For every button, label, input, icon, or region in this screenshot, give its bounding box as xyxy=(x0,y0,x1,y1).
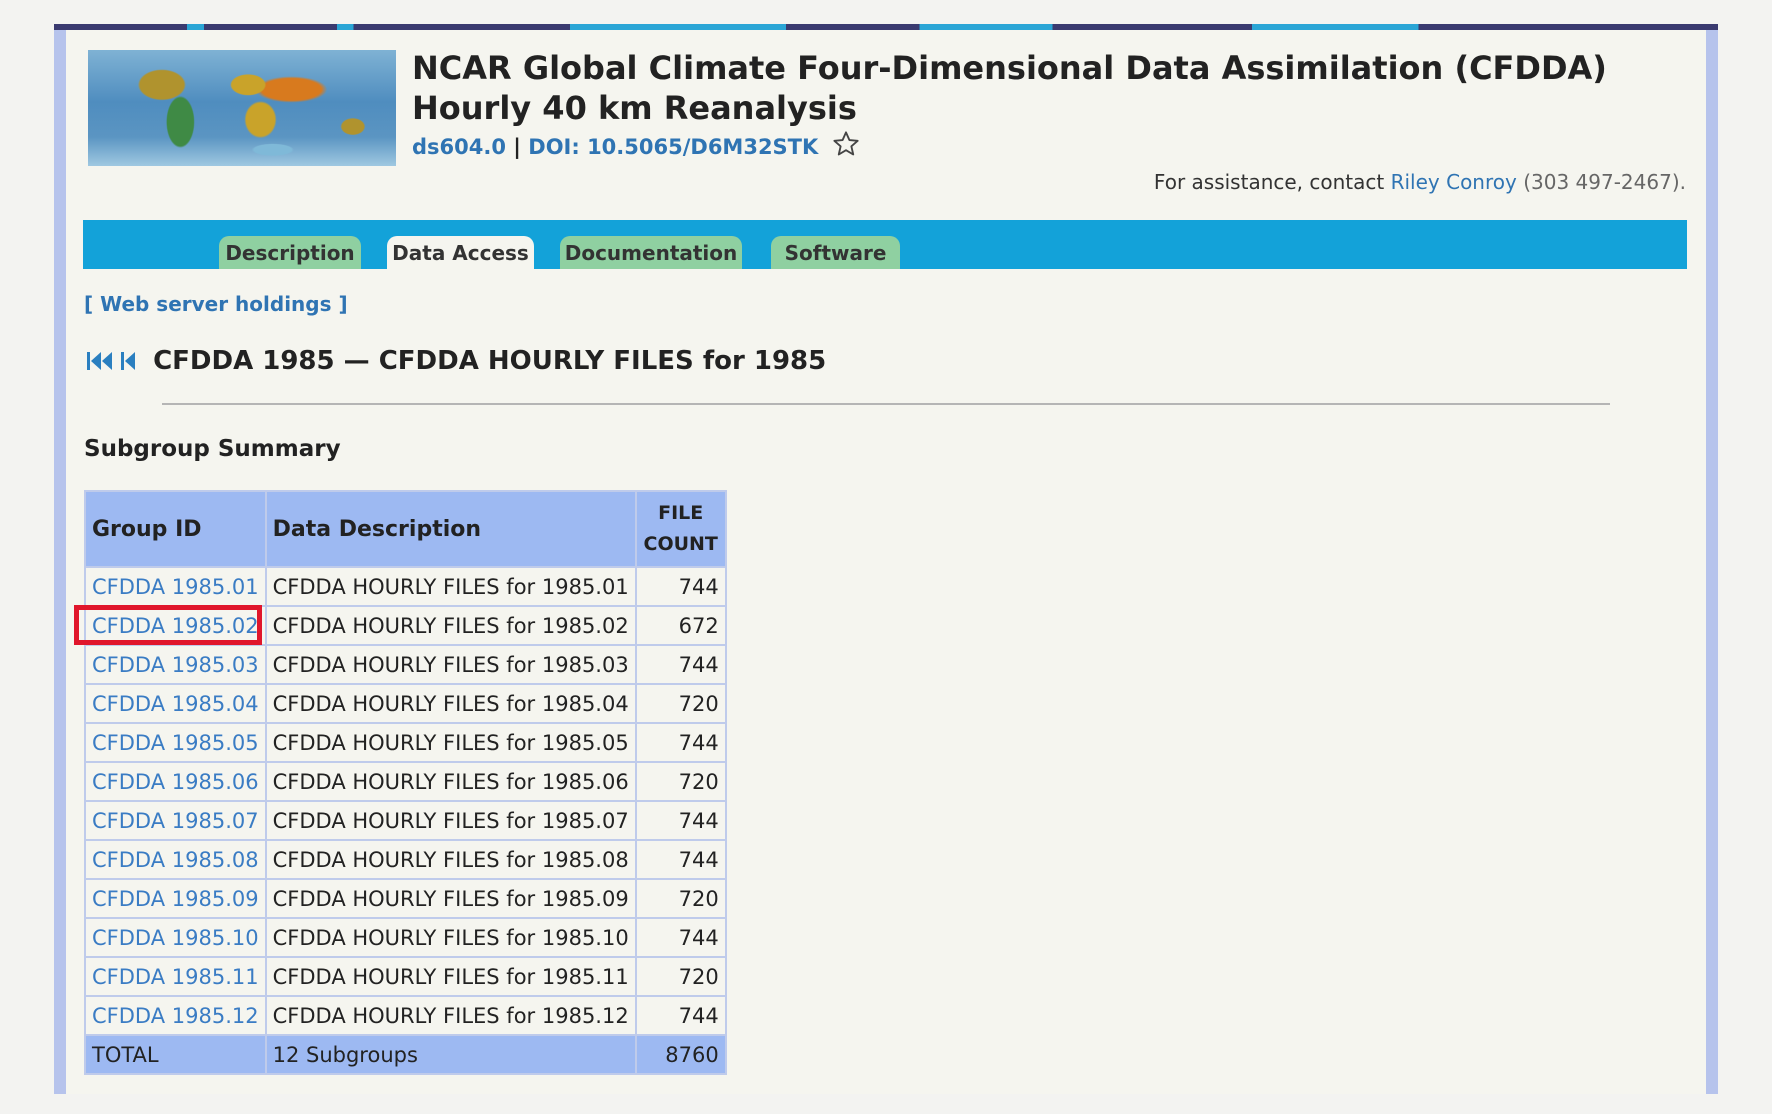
group-id-link[interactable]: CFDDA 1985.07 xyxy=(92,808,259,833)
group-heading: CFDDA 1985 — CFDDA HOURLY FILES for 1985 xyxy=(86,346,826,376)
doi-link[interactable]: DOI: 10.5065/D6M32STK xyxy=(528,135,819,159)
table-row: CFDDA 1985.01 CFDDA HOURLY FILES for 198… xyxy=(84,566,727,607)
file-count-cell: 720 xyxy=(634,761,727,802)
header-data-description: Data Description xyxy=(264,490,637,568)
first-page-icon[interactable] xyxy=(86,350,114,372)
contact-phone: (303 497-2467). xyxy=(1523,170,1686,194)
group-id-cell: CFDDA 1985.03 xyxy=(84,644,267,685)
subgroup-table: Group ID Data Description FILE COUNT CFD… xyxy=(84,490,727,1075)
description-cell: CFDDA HOURLY FILES for 1985.11 xyxy=(264,956,637,997)
top-stripe xyxy=(54,24,1718,30)
table-row: CFDDA 1985.11 CFDDA HOURLY FILES for 198… xyxy=(84,956,727,997)
group-id-cell: CFDDA 1985.02 xyxy=(84,605,267,646)
dataset-id-link[interactable]: ds604.0 xyxy=(412,135,506,159)
table-row: CFDDA 1985.05 CFDDA HOURLY FILES for 198… xyxy=(84,722,727,763)
group-id-cell: CFDDA 1985.08 xyxy=(84,839,267,880)
description-cell: CFDDA HOURLY FILES for 1985.10 xyxy=(264,917,637,958)
group-id-cell: CFDDA 1985.04 xyxy=(84,683,267,724)
table-total-row: TOTAL 12 Subgroups 8760 xyxy=(84,1034,727,1075)
group-id-cell: CFDDA 1985.07 xyxy=(84,800,267,841)
assistance-line: For assistance, contact Riley Conroy (30… xyxy=(1154,170,1686,194)
group-id-link[interactable]: CFDDA 1985.09 xyxy=(92,886,259,911)
group-id-link[interactable]: CFDDA 1985.05 xyxy=(92,730,259,755)
table-row: CFDDA 1985.06 CFDDA HOURLY FILES for 198… xyxy=(84,761,727,802)
star-icon[interactable] xyxy=(832,130,860,163)
tab-documentation[interactable]: Documentation xyxy=(560,236,742,269)
page-nav-icons xyxy=(86,350,136,372)
header-group-id: Group ID xyxy=(84,490,267,568)
file-count-cell: 744 xyxy=(634,917,727,958)
subline-separator: | xyxy=(513,135,521,159)
table-row: CFDDA 1985.08 CFDDA HOURLY FILES for 198… xyxy=(84,839,727,880)
table-row: CFDDA 1985.03 CFDDA HOURLY FILES for 198… xyxy=(84,644,727,685)
tab-software[interactable]: Software xyxy=(771,236,900,269)
group-id-cell: CFDDA 1985.12 xyxy=(84,995,267,1036)
group-id-link[interactable]: CFDDA 1985.06 xyxy=(92,769,259,794)
previous-page-icon[interactable] xyxy=(120,350,136,372)
table-row: CFDDA 1985.07 CFDDA HOURLY FILES for 198… xyxy=(84,800,727,841)
group-id-link[interactable]: CFDDA 1985.02 xyxy=(92,613,259,638)
group-id-link[interactable]: CFDDA 1985.12 xyxy=(92,1003,259,1028)
file-count-cell: 672 xyxy=(634,605,727,646)
table-row: CFDDA 1985.09 CFDDA HOURLY FILES for 198… xyxy=(84,878,727,919)
file-count-cell: 744 xyxy=(634,995,727,1036)
group-id-cell: CFDDA 1985.05 xyxy=(84,722,267,763)
page-title: NCAR Global Climate Four-Dimensional Dat… xyxy=(412,49,1607,127)
group-id-link[interactable]: CFDDA 1985.01 xyxy=(92,574,259,599)
header-file-count-line1: FILE xyxy=(658,502,704,524)
file-count-cell: 720 xyxy=(634,683,727,724)
group-id-cell: CFDDA 1985.10 xyxy=(84,917,267,958)
description-cell: CFDDA HOURLY FILES for 1985.02 xyxy=(264,605,637,646)
header-file-count-line2: COUNT xyxy=(643,533,718,555)
description-cell: CFDDA HOURLY FILES for 1985.03 xyxy=(264,644,637,685)
group-id-link[interactable]: CFDDA 1985.08 xyxy=(92,847,259,872)
description-cell: CFDDA HOURLY FILES for 1985.01 xyxy=(264,566,637,607)
group-id-cell: CFDDA 1985.01 xyxy=(84,566,267,607)
group-id-link[interactable]: CFDDA 1985.10 xyxy=(92,925,259,950)
contact-link[interactable]: Riley Conroy xyxy=(1390,170,1517,194)
tab-data-access[interactable]: Data Access xyxy=(387,236,534,269)
table-row: CFDDA 1985.10 CFDDA HOURLY FILES for 198… xyxy=(84,917,727,958)
world-map-logo[interactable] xyxy=(88,50,396,166)
tab-bar: Description Data Access Documentation So… xyxy=(83,220,1687,269)
total-description-cell: 12 Subgroups xyxy=(264,1034,637,1075)
group-id-link[interactable]: CFDDA 1985.11 xyxy=(92,964,259,989)
table-row: CFDDA 1985.12 CFDDA HOURLY FILES for 198… xyxy=(84,995,727,1036)
subgroup-summary-label: Subgroup Summary xyxy=(84,436,341,462)
file-count-cell: 744 xyxy=(634,644,727,685)
description-cell: CFDDA HOURLY FILES for 1985.07 xyxy=(264,800,637,841)
total-label-cell: TOTAL xyxy=(84,1034,267,1075)
group-heading-text: CFDDA 1985 — CFDDA HOURLY FILES for 1985 xyxy=(153,346,827,376)
group-id-cell: CFDDA 1985.09 xyxy=(84,878,267,919)
description-cell: CFDDA HOURLY FILES for 1985.05 xyxy=(264,722,637,763)
total-count-cell: 8760 xyxy=(634,1034,727,1075)
dataset-subline: ds604.0 | DOI: 10.5065/D6M32STK xyxy=(412,130,860,163)
group-id-link[interactable]: CFDDA 1985.03 xyxy=(92,652,259,677)
file-count-cell: 744 xyxy=(634,839,727,880)
table-row: CFDDA 1985.02 CFDDA HOURLY FILES for 198… xyxy=(84,605,727,646)
web-server-holdings-link[interactable]: [ Web server holdings ] xyxy=(84,292,348,316)
tab-description[interactable]: Description xyxy=(219,236,361,269)
description-cell: CFDDA HOURLY FILES for 1985.12 xyxy=(264,995,637,1036)
file-count-cell: 744 xyxy=(634,800,727,841)
group-id-cell: CFDDA 1985.11 xyxy=(84,956,267,997)
group-id-link[interactable]: CFDDA 1985.04 xyxy=(92,691,259,716)
file-count-cell: 720 xyxy=(634,878,727,919)
divider xyxy=(162,403,1610,405)
group-id-cell: CFDDA 1985.06 xyxy=(84,761,267,802)
description-cell: CFDDA HOURLY FILES for 1985.06 xyxy=(264,761,637,802)
assistance-prefix: For assistance, contact xyxy=(1153,170,1385,194)
page-content: NCAR Global Climate Four-Dimensional Dat… xyxy=(66,30,1706,1094)
table-row: CFDDA 1985.04 CFDDA HOURLY FILES for 198… xyxy=(84,683,727,724)
description-cell: CFDDA HOURLY FILES for 1985.08 xyxy=(264,839,637,880)
description-cell: CFDDA HOURLY FILES for 1985.04 xyxy=(264,683,637,724)
header-file-count: FILE COUNT xyxy=(634,490,727,568)
table-header-row: Group ID Data Description FILE COUNT xyxy=(84,490,727,568)
file-count-cell: 744 xyxy=(634,722,727,763)
file-count-cell: 720 xyxy=(634,956,727,997)
description-cell: CFDDA HOURLY FILES for 1985.09 xyxy=(264,878,637,919)
file-count-cell: 744 xyxy=(634,566,727,607)
